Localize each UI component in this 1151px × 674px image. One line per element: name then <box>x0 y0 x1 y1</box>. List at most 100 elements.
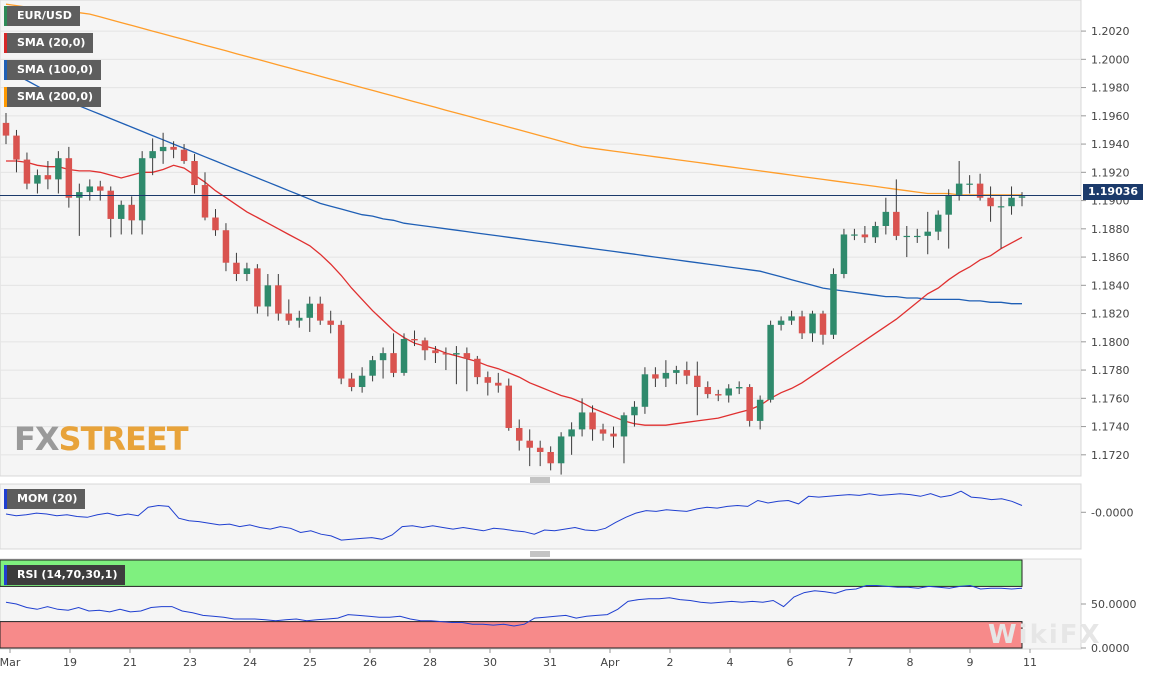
candle[interactable] <box>746 384 753 427</box>
candle[interactable] <box>484 371 492 396</box>
candle[interactable] <box>243 262 251 282</box>
candle[interactable] <box>264 274 272 317</box>
candle[interactable] <box>222 223 230 272</box>
candle[interactable] <box>934 210 942 241</box>
candle[interactable] <box>97 180 104 201</box>
candle[interactable] <box>955 161 963 201</box>
candle[interactable] <box>788 310 795 325</box>
candle[interactable] <box>13 129 20 173</box>
candle[interactable] <box>180 144 188 164</box>
candle[interactable] <box>536 440 544 467</box>
candle[interactable] <box>882 197 890 235</box>
candle[interactable] <box>673 365 680 385</box>
candle[interactable] <box>316 296 324 325</box>
candle[interactable] <box>735 381 743 395</box>
candle[interactable] <box>275 274 282 321</box>
candle[interactable] <box>369 355 376 382</box>
candle[interactable] <box>914 228 921 243</box>
candle[interactable] <box>631 401 638 427</box>
candle[interactable] <box>568 422 575 455</box>
candle[interactable] <box>1018 192 1026 207</box>
candle[interactable] <box>149 138 156 176</box>
candle[interactable] <box>997 196 1005 249</box>
candle[interactable] <box>327 310 334 334</box>
candle[interactable] <box>107 186 114 238</box>
candle[interactable] <box>966 175 973 194</box>
candle[interactable] <box>285 299 293 325</box>
candle[interactable] <box>840 228 848 279</box>
candle[interactable] <box>620 412 628 464</box>
candle[interactable] <box>337 320 345 385</box>
candle[interactable] <box>117 200 125 235</box>
candle[interactable] <box>809 310 816 342</box>
candle[interactable] <box>296 310 303 328</box>
candle[interactable] <box>495 372 502 393</box>
candle[interactable] <box>55 151 62 194</box>
sma20-label[interactable]: SMA (20,0) <box>4 33 94 53</box>
candle[interactable] <box>893 179 900 241</box>
candle[interactable] <box>872 221 879 243</box>
resize-handle-2[interactable] <box>530 551 550 557</box>
candle[interactable] <box>652 367 659 388</box>
candle[interactable] <box>411 330 418 347</box>
candle[interactable] <box>903 225 911 258</box>
candle[interactable] <box>557 432 565 475</box>
candle[interactable] <box>233 252 240 282</box>
sma200-label[interactable]: SMA (200,0) <box>4 87 102 107</box>
candle[interactable] <box>159 132 167 164</box>
candle[interactable] <box>34 169 41 194</box>
resize-handle-1[interactable] <box>530 477 550 483</box>
candle[interactable] <box>830 268 837 339</box>
candle[interactable] <box>694 361 701 416</box>
candle[interactable] <box>578 398 586 437</box>
candle[interactable] <box>819 310 827 345</box>
candle[interactable] <box>44 161 52 190</box>
candle[interactable] <box>306 296 313 332</box>
candle[interactable] <box>170 141 177 159</box>
candle[interactable] <box>191 153 198 194</box>
candle[interactable] <box>777 316 785 331</box>
candle[interactable] <box>421 337 429 361</box>
candle[interactable] <box>65 146 73 208</box>
rsi-label[interactable]: RSI (14,70,30,1) <box>4 565 126 585</box>
candle[interactable] <box>76 183 83 236</box>
candle[interactable] <box>756 395 764 430</box>
candle[interactable] <box>400 333 408 376</box>
candle[interactable] <box>138 151 146 235</box>
candle[interactable] <box>128 196 135 235</box>
candle[interactable] <box>212 209 219 236</box>
candle[interactable] <box>201 172 209 221</box>
candle[interactable] <box>924 211 931 255</box>
candle[interactable] <box>254 264 261 314</box>
candle[interactable] <box>358 367 366 393</box>
candle[interactable] <box>987 186 994 222</box>
candle[interactable] <box>547 446 554 471</box>
candle[interactable] <box>505 378 513 431</box>
candle[interactable] <box>453 346 460 385</box>
momentum-label[interactable]: MOM (20) <box>4 489 86 509</box>
candle[interactable] <box>589 405 596 441</box>
candle[interactable] <box>610 426 617 448</box>
candle[interactable] <box>463 347 471 392</box>
candle[interactable] <box>379 347 387 379</box>
candle[interactable] <box>704 381 712 399</box>
candle[interactable] <box>683 361 691 385</box>
candle[interactable] <box>725 384 732 403</box>
candle[interactable] <box>976 173 984 201</box>
candle[interactable] <box>2 112 10 145</box>
candle[interactable] <box>432 346 439 364</box>
candle[interactable] <box>861 225 869 243</box>
candle[interactable] <box>86 179 94 201</box>
candle[interactable] <box>390 333 397 378</box>
candle[interactable] <box>851 228 858 241</box>
candle[interactable] <box>526 429 533 467</box>
sma100-label[interactable]: SMA (100,0) <box>4 60 102 80</box>
candle[interactable] <box>641 367 649 414</box>
candlesticks[interactable] <box>2 112 1026 475</box>
candle[interactable] <box>442 347 450 371</box>
candle[interactable] <box>715 389 722 402</box>
candle[interactable] <box>798 310 806 339</box>
candle[interactable] <box>767 320 774 403</box>
candle[interactable] <box>1008 186 1015 215</box>
